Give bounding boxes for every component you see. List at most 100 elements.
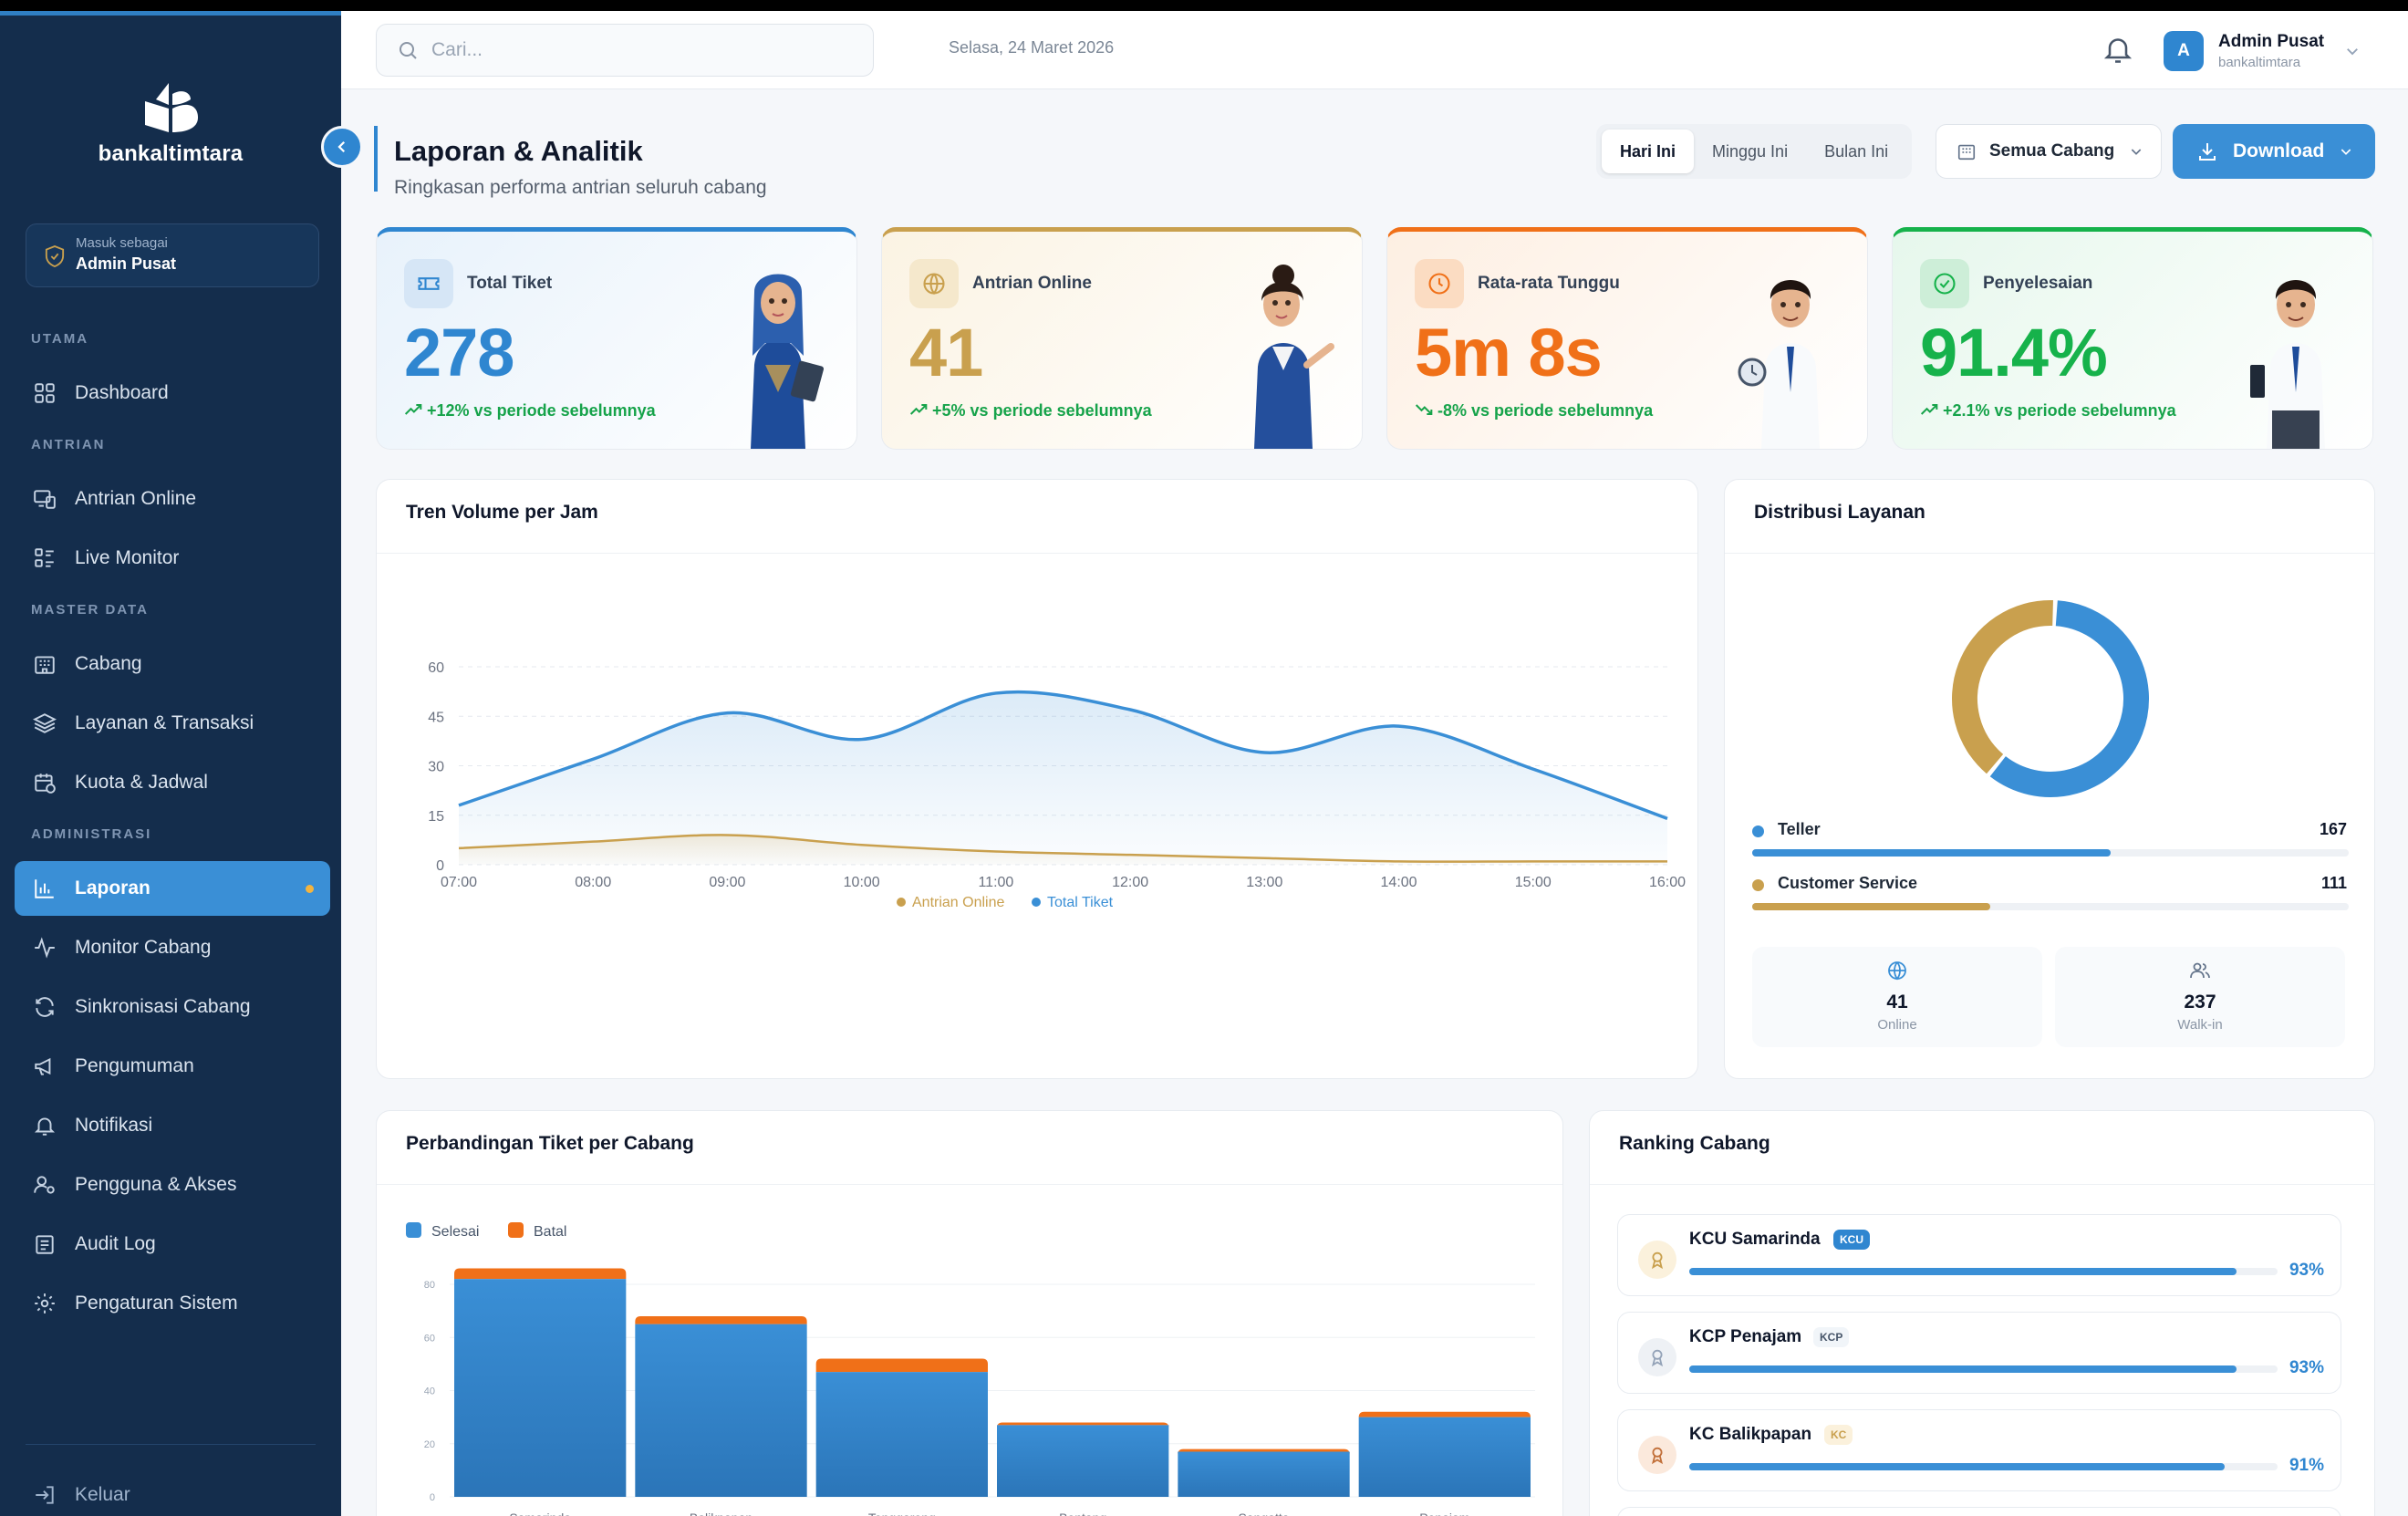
globe-icon: [1888, 961, 1906, 981]
sidebar-item-label: Antrian Online: [75, 488, 197, 509]
sidebar-item-antrian-online[interactable]: Antrian Online: [15, 472, 330, 526]
bar-segment-selesai[interactable]: [454, 1279, 627, 1497]
branch-filter-select[interactable]: Semua Cabang: [1936, 124, 2162, 179]
sidebar-item-label: Dashboard: [75, 382, 169, 403]
bar-segment-batal[interactable]: [635, 1315, 807, 1324]
sidebar-item-pengumuman[interactable]: Pengumuman: [15, 1039, 330, 1094]
legend-label: Batal: [534, 1224, 566, 1240]
online-value: 41: [1886, 992, 1908, 1012]
sidebar-item-pengguna-akses[interactable]: Pengguna & Akses: [15, 1158, 330, 1212]
sidebar-item-notifikasi[interactable]: Notifikasi: [15, 1098, 330, 1153]
y-tick-label: 30: [428, 760, 444, 775]
distribution-bar-track: [1752, 849, 2349, 857]
legend-marker: [897, 898, 906, 907]
distribution-bar-fill: [1752, 903, 1991, 910]
x-tick-label: 12:00: [1112, 875, 1148, 890]
bar-segment-batal[interactable]: [1358, 1411, 1531, 1417]
collapse-sidebar-button[interactable]: [321, 126, 363, 168]
branch-type-badge: KCU: [1833, 1230, 1870, 1250]
ranking-row[interactable]: KCP Penajam KCP 93%: [1617, 1312, 2341, 1394]
download-icon: [2199, 143, 2216, 161]
y-tick-label: 45: [428, 710, 444, 725]
page-subtitle: Ringkasan performa antrian seluruh caban…: [394, 177, 767, 198]
x-tick-label: 09:00: [709, 875, 745, 890]
kpi-label: Rata-rata Tunggu: [1478, 274, 1620, 293]
user-org: bankaltimtara: [2218, 55, 2301, 70]
y-tick-label: 20: [424, 1439, 435, 1450]
sidebar-divider: [26, 1444, 316, 1445]
ranking-row[interactable]: KCU Samarinda KCU 93%: [1617, 1214, 2341, 1296]
branch-name: KCU Samarinda: [1689, 1230, 1821, 1249]
bar-segment-batal[interactable]: [454, 1268, 627, 1280]
layers-icon: [33, 713, 57, 733]
search-input[interactable]: [431, 39, 851, 61]
sidebar-item-layanan-transaksi[interactable]: Layanan & Transaksi: [15, 696, 330, 751]
distribution-value: 111: [2320, 874, 2347, 892]
bar-segment-batal[interactable]: [815, 1358, 988, 1373]
bar-segment-batal[interactable]: [1178, 1449, 1350, 1455]
globe-icon: [909, 259, 959, 308]
x-tick-label: 14:00: [1381, 875, 1417, 890]
card-title: Ranking Cabang: [1619, 1133, 1770, 1154]
bar-segment-selesai[interactable]: [1358, 1417, 1531, 1497]
tab-bulan-ini[interactable]: Bulan Ini: [1824, 141, 1889, 161]
bar-segment-selesai[interactable]: [997, 1425, 1169, 1497]
x-tick-label: 07:00: [441, 875, 477, 890]
bar-segment-selesai[interactable]: [635, 1324, 807, 1497]
sidebar-item-cabang[interactable]: Cabang: [15, 637, 330, 691]
brand-logo[interactable]: bankaltimtara: [0, 81, 341, 167]
kpi-label: Total Tiket: [467, 274, 553, 293]
sidebar-item-live-monitor[interactable]: Live Monitor: [15, 531, 330, 586]
notification-bell-icon[interactable]: [2102, 33, 2134, 66]
sidebar-item-audit-log[interactable]: Audit Log: [15, 1217, 330, 1272]
trend-up-icon: [1920, 404, 1938, 415]
divider: [377, 1184, 1562, 1185]
bar-segment-selesai[interactable]: [815, 1372, 988, 1497]
sidebar-item-pengaturan-sistem[interactable]: Pengaturan Sistem: [15, 1276, 330, 1331]
series-line: [458, 834, 1667, 863]
monitor-phone-icon: [34, 490, 56, 509]
donut-slice: [1952, 600, 2053, 774]
calendar-clock-icon: [35, 774, 56, 794]
x-tick-label: Bontang: [1059, 1511, 1106, 1516]
bar-segment-selesai[interactable]: [1178, 1451, 1350, 1497]
user-name: Admin Pusat: [2218, 32, 2325, 51]
chevron-down-icon: [2132, 149, 2142, 155]
ranking-bar-track: [1689, 1268, 2278, 1275]
sidebar-item-dashboard[interactable]: Dashboard: [15, 366, 330, 421]
sidebar-item-laporan[interactable]: Laporan: [15, 861, 330, 916]
ranking-row[interactable]: KC Balikpapan KC 91%: [1617, 1409, 2341, 1491]
grid-icon: [35, 383, 55, 403]
y-tick-label: 0: [436, 858, 444, 874]
online-label: Online: [1877, 1017, 1917, 1033]
sidebar-item-kuota-jadwal[interactable]: Kuota & Jadwal: [15, 755, 330, 810]
section-antrian: ANTRIAN: [31, 437, 106, 452]
download-button[interactable]: Download: [2173, 124, 2375, 179]
x-tick-label: Samarinda: [509, 1511, 571, 1516]
sidebar-item-label: Audit Log: [75, 1233, 156, 1254]
tab-hari-ini[interactable]: Hari Ini: [1602, 130, 1695, 173]
bar-chart-icon: [35, 879, 54, 898]
search-box[interactable]: [376, 24, 874, 77]
page-header: Laporan & Analitik Ringkasan performa an…: [374, 126, 767, 198]
kpi-change: +12% vs periode sebelumnya: [404, 401, 656, 421]
kpi-value: 5m 8s: [1415, 315, 1603, 390]
legend-marker: [508, 1222, 524, 1238]
logout-button[interactable]: Keluar: [15, 1468, 330, 1516]
sidebar-item-monitor-cabang[interactable]: Monitor Cabang: [15, 920, 330, 975]
period-tabs: Hari Ini Minggu Ini Bulan Ini: [1596, 124, 1913, 179]
branch-comparison-card: Perbandingan Tiket per Cabang 0 20 40 60 80 S…: [376, 1110, 1563, 1516]
ranking-row[interactable]: [1617, 1507, 2341, 1516]
woman-presenter-illustration: [1254, 265, 1334, 449]
distribution-donut-chart: [1952, 600, 2149, 797]
gear-icon: [35, 1293, 55, 1314]
sidebar-item-label: Layanan & Transaksi: [75, 712, 254, 733]
user-menu[interactable]: A Admin Pusat bankaltimtara: [2164, 24, 2361, 78]
section-utama: UTAMA: [31, 331, 89, 347]
walkin-value: 237: [2184, 992, 2216, 1012]
divider: [377, 553, 1697, 554]
y-tick-label: 0: [430, 1492, 435, 1503]
bar-segment-batal[interactable]: [997, 1422, 1169, 1428]
tab-minggu-ini[interactable]: Minggu Ini: [1712, 141, 1789, 161]
sidebar-item-sinkronisasi-cabang[interactable]: Sinkronisasi Cabang: [15, 980, 330, 1034]
